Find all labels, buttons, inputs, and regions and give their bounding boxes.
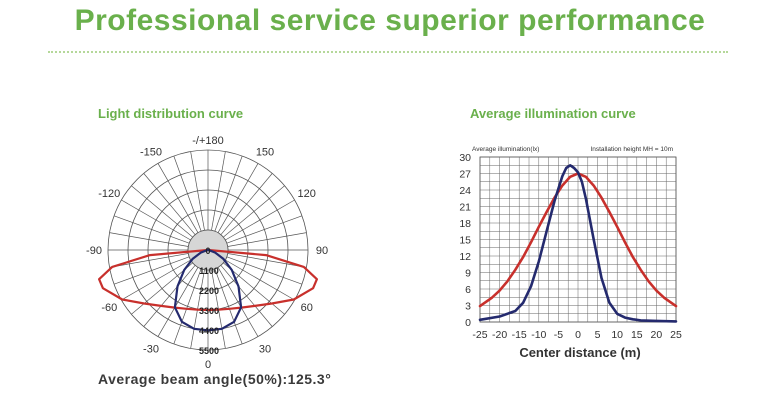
polar-spoke xyxy=(173,155,202,232)
polar-spoke xyxy=(109,253,189,268)
y-tick-label: 24 xyxy=(459,185,471,197)
x-tick-label: 10 xyxy=(611,329,623,341)
y-tick-label: 12 xyxy=(459,251,471,263)
installation-height-note: Installation height MH = 10m xyxy=(590,146,673,153)
polar-spoke xyxy=(113,256,190,285)
x-tick-label: 15 xyxy=(631,329,643,341)
polar-spoke xyxy=(226,256,303,285)
polar-angle-label: -30 xyxy=(143,344,159,356)
polar-radial-label: 1100 xyxy=(199,266,219,276)
polar-spoke xyxy=(113,215,190,244)
polar-spoke xyxy=(157,267,199,337)
polar-spoke xyxy=(214,268,243,345)
polar-spoke xyxy=(217,267,259,337)
polar-angle-label: -/+180 xyxy=(192,135,224,147)
polar-spoke xyxy=(121,259,191,301)
title-divider xyxy=(48,51,728,53)
polar-spoke xyxy=(173,268,202,345)
polar-chart-title: Light distribution curve xyxy=(98,106,244,121)
x-tick-label: 25 xyxy=(670,329,682,341)
x-tick-label: -5 xyxy=(554,329,563,341)
polar-angle-label: 150 xyxy=(256,146,274,158)
polar-spoke xyxy=(211,151,226,231)
y-tick-label: 27 xyxy=(459,169,471,181)
x-tick-label: -20 xyxy=(492,329,507,341)
polar-spoke xyxy=(121,199,191,241)
polar-spoke xyxy=(143,173,196,235)
polar-spoke xyxy=(223,185,285,238)
polar-spoke xyxy=(220,265,273,327)
polar-spoke xyxy=(225,259,295,301)
polar-spoke xyxy=(220,173,273,235)
y-tick-label: 3 xyxy=(465,301,471,313)
polar-spoke xyxy=(226,215,303,244)
banner-title: Professional service superior performanc… xyxy=(74,4,706,37)
x-tick-label: -15 xyxy=(512,329,527,341)
polar-angle-label: -120 xyxy=(98,188,120,200)
x-tick-label: 5 xyxy=(595,329,601,341)
polar-angle-label: -60 xyxy=(101,302,117,314)
polar-angle-label: -90 xyxy=(86,245,102,257)
polar-spoke xyxy=(143,265,196,327)
polar-radial-label: 0 xyxy=(205,246,210,256)
y-tick-label: 15 xyxy=(459,235,471,247)
x-tick-label: 0 xyxy=(575,329,581,341)
beam-angle-caption: Average beam angle(50%):125.3° xyxy=(98,371,332,387)
polar-spoke xyxy=(214,155,243,232)
polar-angle-label: 0 xyxy=(205,359,211,371)
y-tick-label: 21 xyxy=(459,202,471,214)
illumination-chart-title: Average illumination curve xyxy=(470,106,636,121)
illumination-unit-note: Average illumination(lx) xyxy=(472,146,539,153)
polar-spoke xyxy=(227,253,307,268)
polar-angle-label: 90 xyxy=(316,245,328,257)
y-tick-label: 0 xyxy=(465,317,471,329)
polar-spoke xyxy=(157,163,199,233)
y-tick-label: 9 xyxy=(465,268,471,280)
polar-spoke xyxy=(217,163,259,233)
x-tick-label: -25 xyxy=(472,329,487,341)
y-tick-label: 30 xyxy=(459,152,471,164)
polar-spoke xyxy=(225,199,295,241)
x-tick-label: 20 xyxy=(651,329,663,341)
polar-angle-label: 120 xyxy=(298,188,316,200)
x-tick-label: -10 xyxy=(531,329,546,341)
y-tick-label: 18 xyxy=(459,218,471,230)
x-axis-label: Center distance (m) xyxy=(519,345,640,360)
illumination-grid xyxy=(479,156,677,323)
polar-angle-label: 60 xyxy=(301,302,313,314)
polar-angle-label: 30 xyxy=(259,344,271,356)
polar-radial-label: 4400 xyxy=(199,326,219,336)
polar-radial-label: 5500 xyxy=(199,346,219,356)
polar-spoke xyxy=(227,232,307,247)
polar-spoke xyxy=(109,232,189,247)
polar-angle-label: -150 xyxy=(140,146,162,158)
illumination-series-2 xyxy=(478,164,678,323)
polar-spoke xyxy=(190,151,205,231)
polar-radial-label: 3300 xyxy=(199,306,219,316)
y-tick-label: 6 xyxy=(465,284,471,296)
polar-spoke xyxy=(131,185,193,238)
polar-radial-label: 2200 xyxy=(199,286,219,296)
polar-series-2 xyxy=(173,248,243,332)
